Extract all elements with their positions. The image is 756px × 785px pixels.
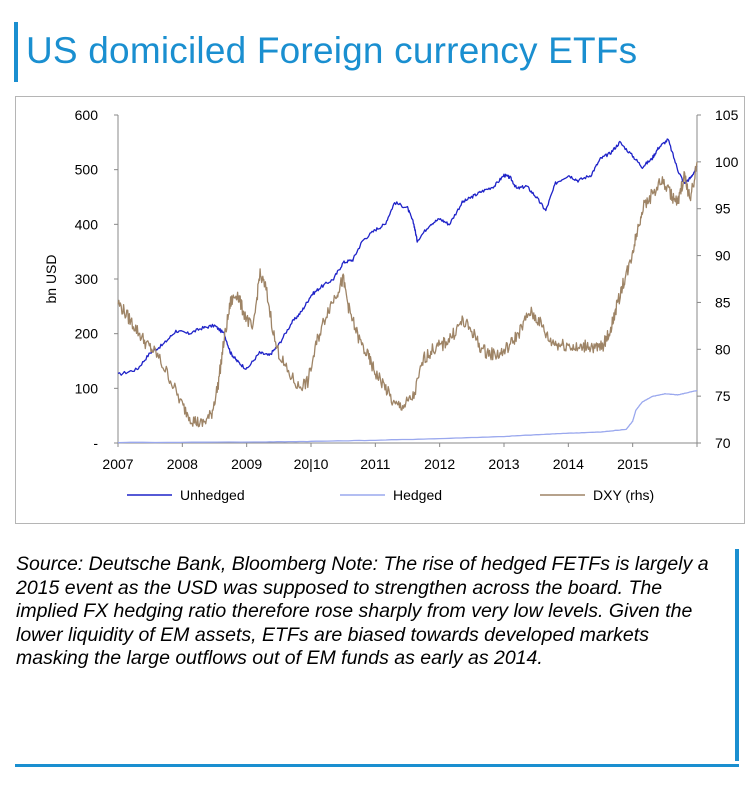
y2-tick-label: 105 <box>715 107 739 123</box>
source-note: Source: Deutsche Bank, Bloomberg Note: T… <box>16 553 709 669</box>
y-axis-label: bn USD <box>43 254 59 303</box>
title-accent-bar <box>14 22 18 82</box>
x-tick-label: 2011 <box>360 456 390 472</box>
line-chart: - 100 200 300 400 500 600 70 75 80 85 90 95 100 105 200… <box>43 107 739 503</box>
legend-hedged-label: Hedged <box>393 487 442 503</box>
y-tick-label: 500 <box>75 162 99 178</box>
dxy-series-line <box>117 161 698 428</box>
unhedged-series-line <box>117 138 698 376</box>
x-tick-label: 2008 <box>167 456 198 472</box>
y-tick-label: - <box>93 435 98 451</box>
legend-dxy-label: DXY (rhs) <box>593 487 654 503</box>
note-accent-bar <box>735 549 739 761</box>
y-tick-label: 600 <box>75 107 99 123</box>
y2-tick-label: 100 <box>715 154 739 170</box>
y-tick-label: 100 <box>75 380 99 396</box>
y-tick-label: 200 <box>75 326 99 342</box>
page-title: US domiciled Foreign currency ETFs <box>26 30 638 71</box>
bottom-rule <box>15 764 739 767</box>
y2-tick-label: 75 <box>715 388 731 404</box>
x-tick-label: 2013 <box>488 456 519 472</box>
x-tick-label: 2009 <box>231 456 262 472</box>
x-tick-label: 2012 <box>424 456 455 472</box>
y2-tick-label: 85 <box>715 294 731 310</box>
legend-unhedged-label: Unhedged <box>180 487 245 503</box>
chart-frame: - 100 200 300 400 500 600 70 75 80 85 90 95 100 105 200… <box>15 96 745 524</box>
y2-tick-label: 80 <box>715 341 731 357</box>
x-tick-label: 2015 <box>617 456 648 472</box>
y-tick-label: 300 <box>75 271 99 287</box>
y-tick-label: 400 <box>75 216 99 232</box>
x-tick-label: 2007 <box>102 456 133 472</box>
y2-tick-label: 95 <box>715 201 731 217</box>
x-tick-label: 2014 <box>553 456 584 472</box>
y2-tick-label: 70 <box>715 435 731 451</box>
hedged-series-line <box>117 389 698 444</box>
x-tick-label: 20|10 <box>294 456 329 472</box>
y2-tick-label: 90 <box>715 248 731 264</box>
